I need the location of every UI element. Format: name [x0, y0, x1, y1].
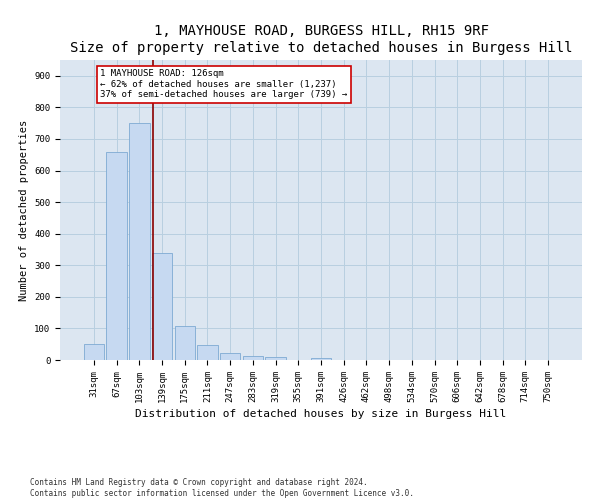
- Bar: [311, 358, 331, 360]
- Y-axis label: Number of detached properties: Number of detached properties: [19, 120, 29, 300]
- Title: 1, MAYHOUSE ROAD, BURGESS HILL, RH15 9RF
Size of property relative to detached h: 1, MAYHOUSE ROAD, BURGESS HILL, RH15 9RF…: [70, 24, 572, 54]
- Bar: [129, 123, 149, 360]
- Bar: [84, 344, 104, 360]
- X-axis label: Distribution of detached houses by size in Burgess Hill: Distribution of detached houses by size …: [136, 409, 506, 419]
- Text: 1 MAYHOUSE ROAD: 126sqm
← 62% of detached houses are smaller (1,237)
37% of semi: 1 MAYHOUSE ROAD: 126sqm ← 62% of detache…: [100, 70, 347, 100]
- Bar: [265, 357, 286, 360]
- Bar: [220, 354, 241, 360]
- Bar: [175, 326, 195, 360]
- Bar: [197, 345, 218, 360]
- Bar: [152, 252, 172, 360]
- Bar: [242, 356, 263, 360]
- Bar: [106, 152, 127, 360]
- Text: Contains HM Land Registry data © Crown copyright and database right 2024.
Contai: Contains HM Land Registry data © Crown c…: [30, 478, 414, 498]
